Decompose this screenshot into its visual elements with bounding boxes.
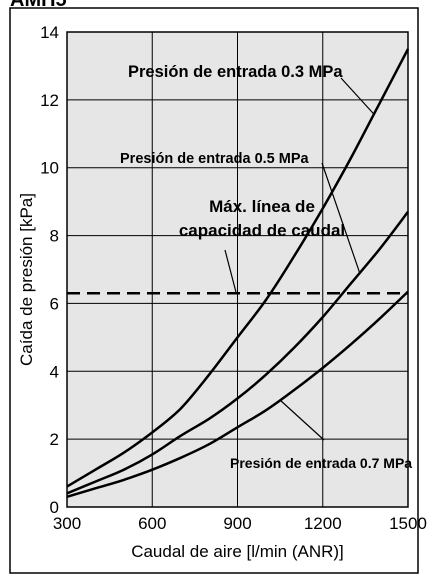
y-tick-labels: 0 2 4 6 8 10 12 14 — [40, 23, 59, 517]
annotation-leader — [279, 399, 325, 441]
x-tick-label: 900 — [223, 514, 251, 533]
y-tick-label: 2 — [50, 430, 59, 449]
x-tick-label: 1200 — [304, 514, 342, 533]
series-annotation-label: Presión de entrada 0.5 MPa — [120, 151, 310, 167]
y-tick-label: 8 — [50, 227, 59, 246]
max-flow-capacity-label: Máx. línea de — [209, 197, 315, 216]
annotation-leader — [224, 249, 237, 293]
y-axis-title: Caída de presión [kPa] — [17, 193, 36, 366]
y-tick-label: 4 — [50, 362, 59, 381]
x-tick-labels: 300 600 900 1200 1500 — [53, 514, 427, 533]
outer-frame — [9, 7, 419, 574]
y-tick-label: 0 — [50, 498, 59, 517]
x-axis-title: Caudal de aire [l/min (ANR)] — [131, 542, 344, 561]
series-line-0-3mpa — [66, 48, 410, 488]
y-tick-label: 10 — [40, 159, 59, 178]
header-text: AMH5 — [10, 0, 67, 11]
annotation-leaders — [224, 77, 375, 441]
x-tick-label: 300 — [53, 514, 81, 533]
plot-frame — [66, 31, 409, 508]
annotation-leader — [321, 162, 361, 274]
max-flow-capacity-label: capacidad de caudal — [179, 221, 345, 240]
x-tick-label: 1500 — [389, 514, 427, 533]
annotation-leader — [340, 77, 375, 115]
annotations: Presión de entrada 0.3 MPa Presión de ent… — [120, 63, 412, 471]
y-tick-label: 14 — [40, 23, 59, 42]
y-tick-label: 12 — [40, 91, 59, 110]
series-annotation-label: Presión de entrada 0.7 MPa — [230, 455, 412, 471]
series-annotation-label: Presión de entrada 0.3 MPa — [128, 63, 343, 81]
series-lines — [66, 48, 410, 498]
series-line-0-7mpa — [66, 290, 409, 498]
series-line-0-5mpa — [66, 211, 409, 495]
y-tick-label: 6 — [50, 294, 59, 313]
x-tick-label: 600 — [138, 514, 166, 533]
